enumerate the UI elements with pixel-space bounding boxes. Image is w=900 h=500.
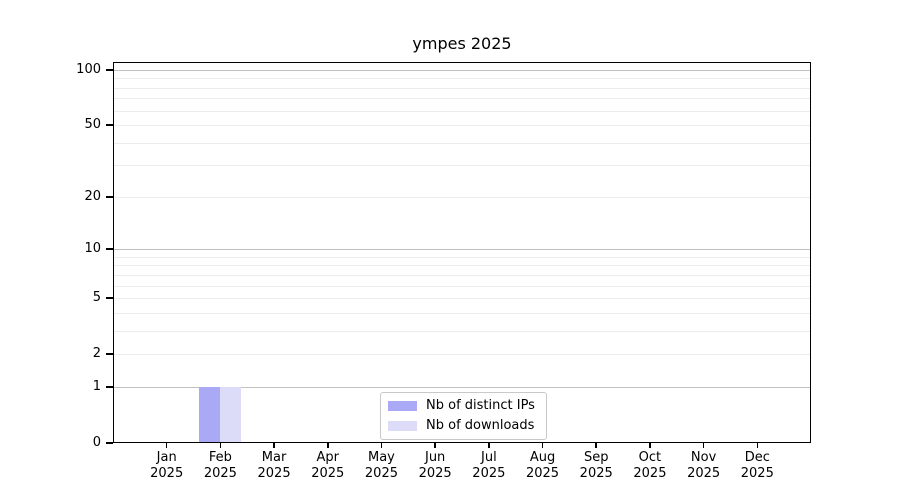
major-gridline (113, 70, 811, 72)
minor-gridline (113, 87, 811, 89)
x-tick-label: May 2025 (364, 450, 398, 481)
y-tick-label: 10 (84, 241, 101, 257)
minor-gridline (113, 110, 811, 112)
y-tick (106, 386, 113, 388)
minor-gridline (113, 354, 811, 356)
minor-gridline (113, 330, 811, 332)
minor-gridline (113, 165, 811, 167)
major-gridline (113, 249, 811, 251)
x-tick-label: Mar 2025 (257, 450, 291, 481)
y-tick (106, 442, 113, 444)
bar-distinct-ips (199, 386, 221, 443)
minor-gridline (113, 256, 811, 258)
minor-gridline (113, 265, 811, 267)
minor-gridline (113, 312, 811, 314)
x-tick (702, 443, 705, 448)
x-tick-label: Jun 2025 (418, 450, 452, 481)
x-tick (595, 443, 597, 448)
minor-gridline (113, 298, 811, 300)
y-tick-label: 5 (92, 290, 101, 306)
x-tick-label: Feb 2025 (203, 450, 237, 481)
legend-swatch-downloads (388, 421, 417, 431)
y-tick-label: 50 (84, 117, 101, 133)
y-tick-label: 1 (92, 378, 101, 394)
legend-label-distinct-ips: Nb of distinct IPs (426, 398, 535, 413)
bar-downloads (220, 386, 242, 443)
legend-swatch-distinct-ips (388, 401, 417, 411)
x-tick (434, 443, 436, 448)
x-tick-label: Apr 2025 (311, 450, 345, 481)
x-tick (756, 443, 759, 448)
y-tick (106, 353, 113, 355)
x-tick-label: Dec 2025 (740, 450, 774, 481)
x-tick (327, 443, 329, 448)
x-tick (219, 443, 222, 448)
x-tick (488, 443, 490, 448)
major-gridline (113, 386, 811, 389)
y-tick (106, 196, 113, 198)
x-tick-label: Jan 2025 (150, 450, 184, 481)
y-tick-label: 2 (92, 346, 101, 362)
plot-area (113, 62, 811, 443)
y-tick (106, 248, 113, 250)
y-tick-label: 20 (84, 188, 101, 204)
x-tick-label: Jul 2025 (472, 450, 506, 481)
y-tick (106, 124, 113, 126)
x-tick-label: Oct 2025 (633, 450, 667, 481)
legend-item-distinct-ips: Nb of distinct IPs (388, 398, 538, 414)
y-tick (106, 69, 113, 71)
x-tick (273, 443, 275, 448)
y-tick-label: 100 (76, 62, 101, 77)
chart-title: ympes 2025 (412, 34, 512, 53)
minor-gridline (113, 274, 811, 276)
legend: Nb of distinct IPs Nb of downloads (380, 392, 547, 440)
x-tick (165, 443, 168, 448)
minor-gridline (113, 125, 811, 127)
x-tick (541, 443, 544, 448)
legend-item-downloads: Nb of downloads (388, 418, 538, 434)
minor-gridline (113, 196, 811, 198)
x-tick (380, 443, 383, 448)
y-tick (106, 297, 113, 299)
y-tick-label: 0 (92, 435, 101, 450)
x-tick-label: Nov 2025 (687, 450, 721, 481)
x-tick (649, 443, 651, 448)
x-tick-label: Sep 2025 (579, 450, 613, 481)
minor-gridline (113, 78, 811, 80)
minor-gridline (113, 142, 811, 144)
x-tick-label: Aug 2025 (525, 450, 560, 481)
minor-gridline (113, 98, 811, 100)
minor-gridline (113, 285, 811, 287)
legend-label-downloads: Nb of downloads (426, 418, 535, 433)
